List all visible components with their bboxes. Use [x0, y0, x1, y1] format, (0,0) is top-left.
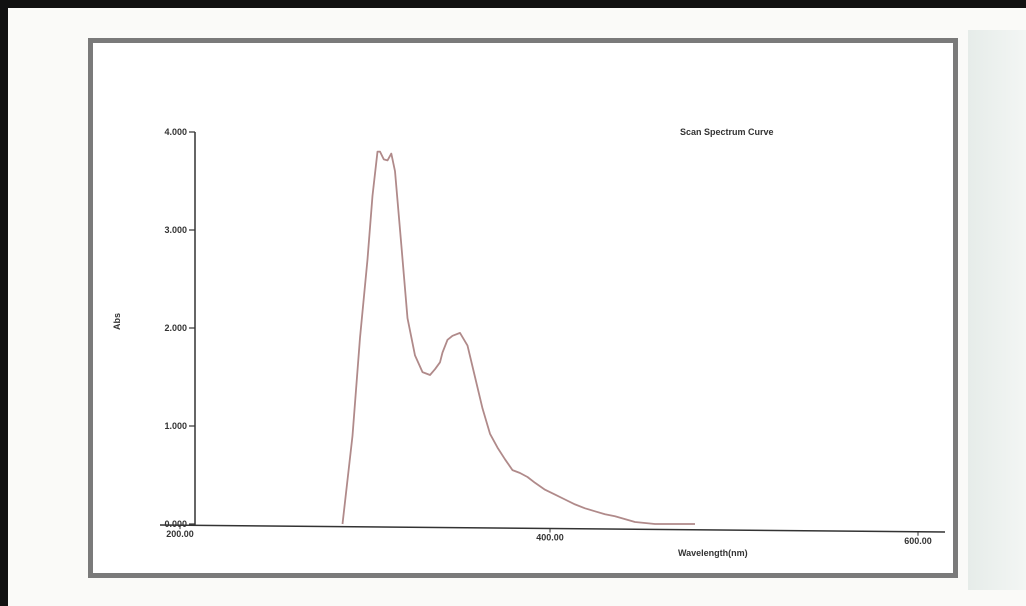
y-tick-label: 2.000	[164, 323, 187, 333]
y-ticks: 0.000 1.000 2.000 3.000 4.000	[164, 127, 195, 529]
chart-title: Scan Spectrum Curve	[680, 127, 774, 137]
x-axis-label: Wavelength(nm)	[678, 548, 748, 558]
spectrum-line	[341, 150, 695, 525]
y-tick-label: 3.000	[164, 225, 187, 235]
x-tick-label: 400.00	[536, 532, 564, 542]
axes	[159, 132, 946, 533]
y-tick-label: 4.000	[164, 127, 187, 137]
y-tick-label: 1.000	[164, 421, 187, 431]
page-left-edge	[0, 0, 8, 606]
x-axis-line	[159, 524, 946, 533]
x-ticks: 200.00 400.00 600.00	[166, 525, 932, 546]
y-tick-label: 0.000	[164, 519, 187, 529]
chart-frame	[88, 38, 958, 578]
series-layer	[341, 150, 695, 525]
x-tick-label: 600.00	[904, 536, 932, 546]
x-tick-label: 200.00	[166, 529, 194, 539]
page-top-edge	[0, 0, 1026, 8]
y-axis-label: Abs	[112, 313, 122, 330]
scan-shadow	[968, 30, 1026, 590]
